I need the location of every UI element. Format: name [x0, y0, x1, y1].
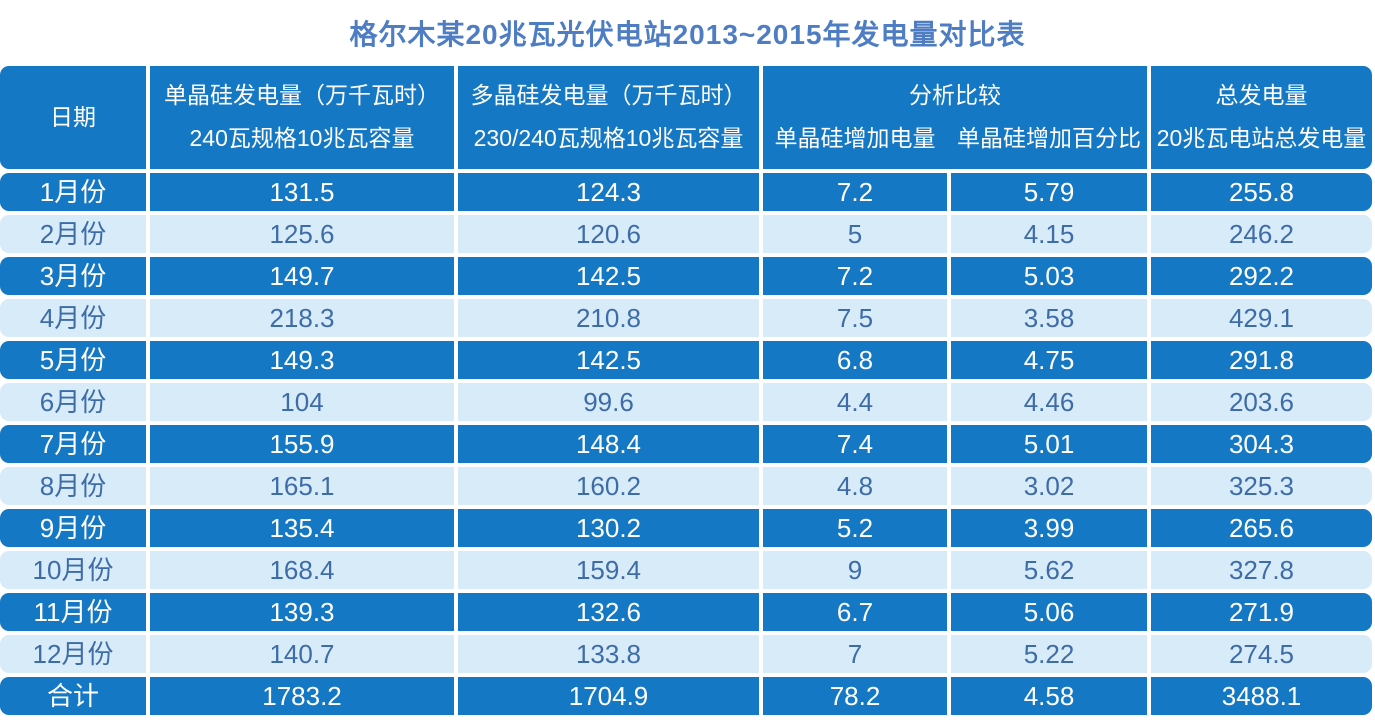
total-row-cell-poly: 1704.9 — [458, 677, 759, 715]
total-row-cell-total: 3488.1 — [1151, 677, 1372, 715]
header-poly-line2: 230/240瓦规格10兆瓦容量 — [473, 125, 744, 152]
table-row-cell-total: 255.8 — [1151, 173, 1372, 211]
table-row-cell-total: 291.8 — [1151, 341, 1372, 379]
table-row-cell-month: 1月份 — [0, 173, 146, 211]
table-row-cell-total: 274.5 — [1151, 635, 1372, 673]
table-row-cell-mono: 125.6 — [150, 215, 454, 253]
header-total-line2: 20兆瓦电站总发电量 — [1156, 125, 1367, 152]
header-analysis-sub-increase: 单晶硅增加电量 — [774, 125, 936, 152]
header-analysis-label: 分析比较 — [909, 82, 1001, 109]
table-row-cell-percent: 3.58 — [951, 299, 1147, 337]
table-row-cell-poly: 159.4 — [458, 551, 759, 589]
table-row-cell-poly: 124.3 — [458, 173, 759, 211]
table-row-cell-mono: 168.4 — [150, 551, 454, 589]
table-row-cell-total: 265.6 — [1151, 509, 1372, 547]
table-row-cell-poly: 132.6 — [458, 593, 759, 631]
total-row-cell-mono: 1783.2 — [150, 677, 454, 715]
table-row-cell-total: 327.8 — [1151, 551, 1372, 589]
header-mono: 单晶硅发电量（万千瓦时） 240瓦规格10兆瓦容量 — [150, 66, 454, 169]
page-title: 格尔木某20兆瓦光伏电站2013~2015年发电量对比表 — [349, 19, 1026, 50]
table-row-cell-increase: 6.7 — [763, 593, 947, 631]
table-row-cell-month: 5月份 — [0, 341, 146, 379]
table-row-cell-percent: 5.03 — [951, 257, 1147, 295]
table-row-cell-poly: 120.6 — [458, 215, 759, 253]
table-row-cell-percent: 4.46 — [951, 383, 1147, 421]
table-row-cell-month: 8月份 — [0, 467, 146, 505]
table-row-cell-percent: 4.75 — [951, 341, 1147, 379]
table-row-cell-mono: 131.5 — [150, 173, 454, 211]
table-row-cell-poly: 142.5 — [458, 341, 759, 379]
table-row-cell-poly: 133.8 — [458, 635, 759, 673]
table-row-cell-mono: 140.7 — [150, 635, 454, 673]
table-row-cell-increase: 7 — [763, 635, 947, 673]
total-row-cell-month: 合计 — [0, 677, 146, 715]
table-row-cell-increase: 4.8 — [763, 467, 947, 505]
table-row-cell-mono: 149.3 — [150, 341, 454, 379]
header-poly-line1: 多晶硅发电量（万千瓦时） — [470, 82, 747, 109]
table-row-cell-increase: 9 — [763, 551, 947, 589]
table-row-cell-mono: 155.9 — [150, 425, 454, 463]
table-row-cell-total: 325.3 — [1151, 467, 1372, 505]
table-row-cell-percent: 5.62 — [951, 551, 1147, 589]
table-row-cell-percent: 5.01 — [951, 425, 1147, 463]
table-row-cell-percent: 4.15 — [951, 215, 1147, 253]
table-row-cell-poly: 142.5 — [458, 257, 759, 295]
header-analysis: 分析比较 单晶硅增加电量 单晶硅增加百分比 — [763, 66, 1147, 169]
table-row-cell-poly: 160.2 — [458, 467, 759, 505]
table-row-cell-increase: 7.2 — [763, 173, 947, 211]
table-row-cell-month: 4月份 — [0, 299, 146, 337]
table-row-cell-increase: 5 — [763, 215, 947, 253]
table-row-cell-total: 203.6 — [1151, 383, 1372, 421]
header-total-line1: 总发电量 — [1215, 82, 1308, 109]
table-row-cell-total: 246.2 — [1151, 215, 1372, 253]
total-row-cell-percent: 4.58 — [951, 677, 1147, 715]
header-analysis-sub-percent: 单晶硅增加百分比 — [957, 125, 1141, 152]
table-row-cell-increase: 7.5 — [763, 299, 947, 337]
table-row-cell-mono: 139.3 — [150, 593, 454, 631]
table-row-cell-percent: 3.02 — [951, 467, 1147, 505]
table-row-cell-increase: 7.2 — [763, 257, 947, 295]
table-row-cell-month: 6月份 — [0, 383, 146, 421]
table-row-cell-month: 2月份 — [0, 215, 146, 253]
table-row-cell-mono: 165.1 — [150, 467, 454, 505]
table-row-cell-mono: 104 — [150, 383, 454, 421]
table-row-cell-poly: 148.4 — [458, 425, 759, 463]
table-row-cell-percent: 5.22 — [951, 635, 1147, 673]
table-row-cell-mono: 149.7 — [150, 257, 454, 295]
table-row-cell-percent: 5.79 — [951, 173, 1147, 211]
table-row-cell-month: 10月份 — [0, 551, 146, 589]
table-row-cell-poly: 99.6 — [458, 383, 759, 421]
table-row-cell-increase: 7.4 — [763, 425, 947, 463]
table-row-cell-increase: 5.2 — [763, 509, 947, 547]
header-date: 日期 — [0, 66, 146, 169]
table-row-cell-total: 271.9 — [1151, 593, 1372, 631]
table-row-cell-month: 12月份 — [0, 635, 146, 673]
header-poly: 多晶硅发电量（万千瓦时） 230/240瓦规格10兆瓦容量 — [458, 66, 759, 169]
table-row-cell-total: 304.3 — [1151, 425, 1372, 463]
table-row-cell-percent: 3.99 — [951, 509, 1147, 547]
table-row-cell-mono: 218.3 — [150, 299, 454, 337]
table-row-cell-month: 3月份 — [0, 257, 146, 295]
table-row-cell-mono: 135.4 — [150, 509, 454, 547]
header-total: 总发电量 20兆瓦电站总发电量 — [1151, 66, 1372, 169]
header-mono-line1: 单晶硅发电量（万千瓦时） — [164, 82, 440, 109]
table-row-cell-month: 7月份 — [0, 425, 146, 463]
table-row-cell-month: 11月份 — [0, 593, 146, 631]
table-row-cell-poly: 130.2 — [458, 509, 759, 547]
comparison-table: 日期 单晶硅发电量（万千瓦时） 240瓦规格10兆瓦容量 多晶硅发电量（万千瓦时… — [0, 66, 1372, 715]
table-row-cell-poly: 210.8 — [458, 299, 759, 337]
table-row-cell-total: 429.1 — [1151, 299, 1372, 337]
header-mono-line2: 240瓦规格10兆瓦容量 — [189, 125, 415, 152]
table-row-cell-month: 9月份 — [0, 509, 146, 547]
total-row-cell-increase: 78.2 — [763, 677, 947, 715]
header-analysis-sublabels: 单晶硅增加电量 单晶硅增加百分比 — [763, 125, 1147, 152]
table-row-cell-total: 292.2 — [1151, 257, 1372, 295]
table-row-cell-percent: 5.06 — [951, 593, 1147, 631]
table-row-cell-increase: 6.8 — [763, 341, 947, 379]
table-row-cell-increase: 4.4 — [763, 383, 947, 421]
